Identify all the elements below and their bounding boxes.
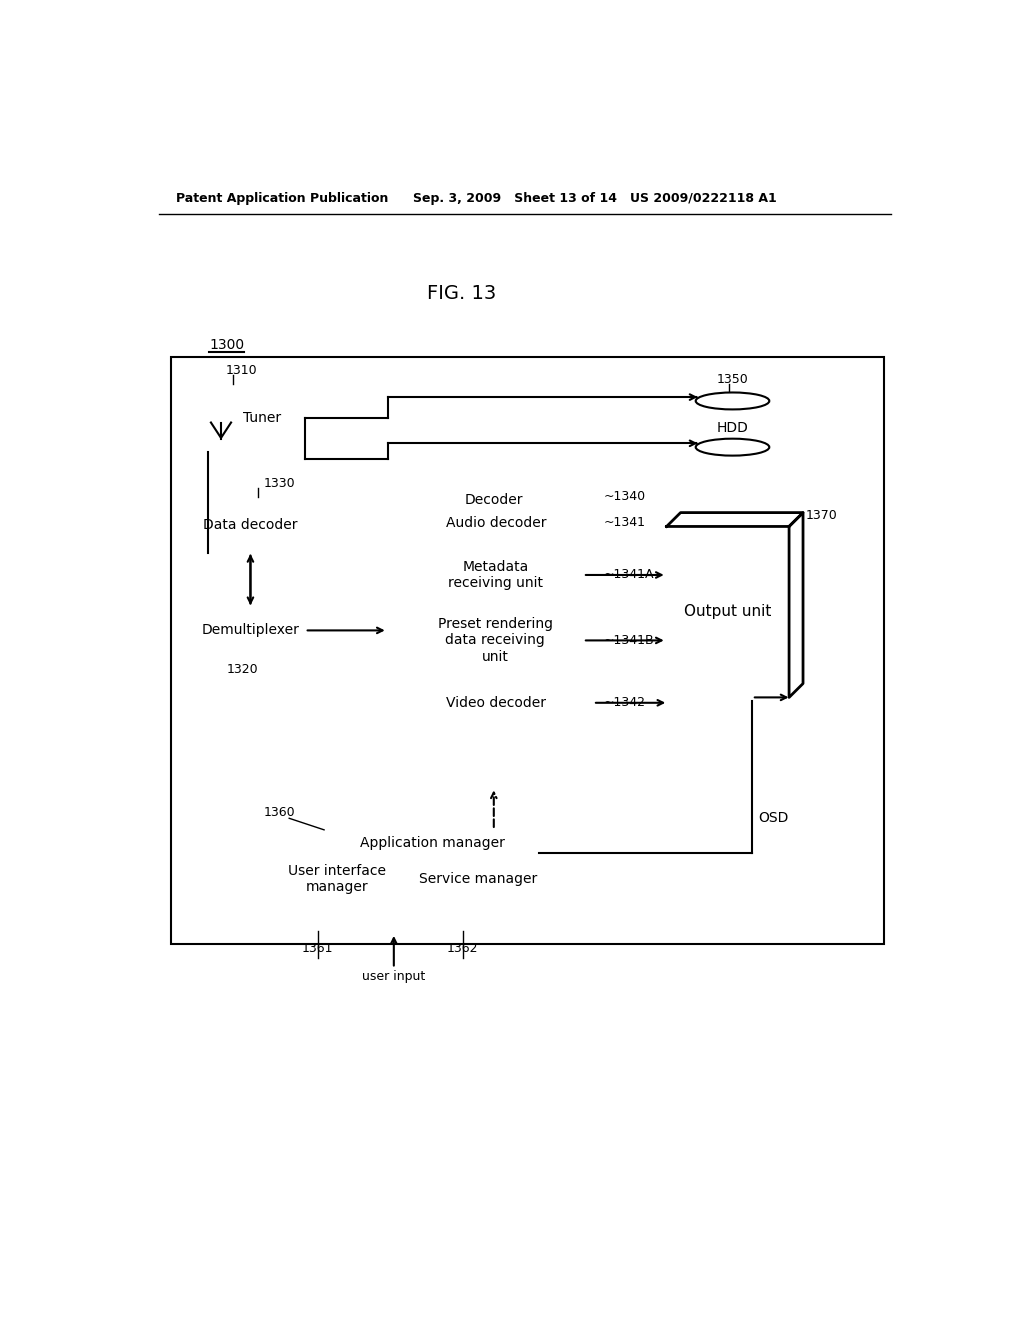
Ellipse shape <box>695 392 769 409</box>
Text: HDD: HDD <box>717 421 749 434</box>
Text: Metadata
receiving unit: Metadata receiving unit <box>447 560 543 590</box>
Ellipse shape <box>695 438 769 455</box>
Bar <box>197 498 305 553</box>
Text: Tuner: Tuner <box>243 411 282 425</box>
Text: ~1341: ~1341 <box>604 516 646 529</box>
Bar <box>696 401 770 428</box>
Text: Application manager: Application manager <box>360 836 505 850</box>
Bar <box>171 358 884 944</box>
Text: 1350: 1350 <box>717 372 749 385</box>
Text: OSD: OSD <box>758 812 788 825</box>
Text: Demultiplexer: Demultiplexer <box>202 623 299 638</box>
Text: ~1341A: ~1341A <box>604 569 654 582</box>
Text: ~1342: ~1342 <box>604 696 646 709</box>
Text: 1300: 1300 <box>209 338 245 351</box>
Bar <box>388 486 601 785</box>
Bar <box>197 384 305 451</box>
Text: 1360: 1360 <box>264 807 296 820</box>
Text: Service manager: Service manager <box>419 873 538 886</box>
Bar <box>667 527 790 697</box>
Text: ~1340: ~1340 <box>604 490 646 503</box>
Polygon shape <box>667 512 803 527</box>
Bar <box>266 830 599 932</box>
Text: ~1341B: ~1341B <box>604 634 654 647</box>
Text: 1362: 1362 <box>447 942 478 954</box>
Text: Output unit: Output unit <box>684 605 771 619</box>
Bar <box>419 851 539 907</box>
Polygon shape <box>790 512 803 697</box>
Text: Decoder: Decoder <box>465 492 523 507</box>
Text: user input: user input <box>362 970 425 982</box>
Text: 1310: 1310 <box>225 363 257 376</box>
Text: 1320: 1320 <box>227 663 258 676</box>
Text: User interface
manager: User interface manager <box>288 865 386 894</box>
Bar <box>197 607 305 655</box>
Bar <box>399 507 593 539</box>
Text: Data decoder: Data decoder <box>203 517 298 532</box>
Text: Patent Application Publication: Patent Application Publication <box>176 191 388 205</box>
Text: 1361: 1361 <box>302 942 334 954</box>
Text: FIG. 13: FIG. 13 <box>427 284 496 302</box>
Text: 1330: 1330 <box>264 477 296 490</box>
Text: Audio decoder: Audio decoder <box>445 516 547 529</box>
Bar <box>696 401 770 447</box>
Text: 1370: 1370 <box>806 510 838 523</box>
Bar <box>278 851 397 907</box>
Bar <box>409 610 583 671</box>
Text: US 2009/0222118 A1: US 2009/0222118 A1 <box>630 191 777 205</box>
Text: Sep. 3, 2009   Sheet 13 of 14: Sep. 3, 2009 Sheet 13 of 14 <box>414 191 617 205</box>
Text: Video decoder: Video decoder <box>446 696 546 710</box>
Bar <box>399 681 593 725</box>
Text: Preset rendering
data receiving
unit: Preset rendering data receiving unit <box>438 618 553 664</box>
Bar <box>409 548 583 603</box>
